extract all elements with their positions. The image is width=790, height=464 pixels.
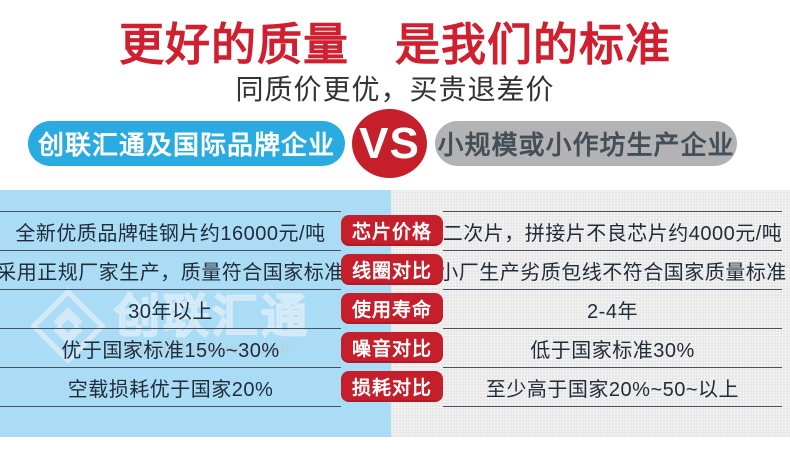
page-subtitle: 同质价更优，买贵退差价 xyxy=(235,74,555,105)
left-comparison-rows: 全新优质品牌硅钢片约16000元/吨 采用正规厂家生产，质量符合国家标准 30年… xyxy=(0,211,344,407)
table-row-left-loss: 空载损耗优于国家20% xyxy=(0,367,341,406)
competitor-pill: 小规模或小作坊生产企业 xyxy=(435,121,737,166)
table-row-left-noise: 优于国家标准15%~30% xyxy=(0,328,341,367)
right-comparison-rows: 二次片，拼接片不良芯片约4000元/吨 小厂生产劣质包线不符合国家质量标准 2-… xyxy=(438,211,786,407)
table-row-right-chip-price: 二次片，拼接片不良芯片约4000元/吨 xyxy=(443,211,782,250)
table-row-right-loss: 至少高于国家20%~50~以上 xyxy=(443,367,782,406)
table-row-right-coil: 小厂生产劣质包线不符合国家质量标准 xyxy=(438,250,786,289)
row-label-badge-chip-price: 芯片价格 xyxy=(341,215,443,246)
table-row-left-chip-price: 全新优质品牌硅钢片约16000元/吨 xyxy=(0,211,341,250)
right-comparison-panel xyxy=(391,190,790,437)
vs-badge: VS xyxy=(352,109,427,178)
row-label-badge-coil: 线圈对比 xyxy=(341,254,443,285)
page-title: 更好的质量 是我们的标准 xyxy=(118,19,671,70)
table-row-right-lifespan: 2-4年 xyxy=(443,289,782,328)
comparison-category-badges: 芯片价格 线圈对比 使用寿命 噪音对比 损耗对比 xyxy=(341,215,443,402)
brand-pill: 创联汇通及国际品牌企业 xyxy=(28,121,345,166)
table-row-left-coil: 采用正规厂家生产，质量符合国家标准 xyxy=(0,250,344,289)
table-row-left-lifespan: 30年以上 xyxy=(0,289,341,328)
row-label-badge-loss: 损耗对比 xyxy=(341,371,443,402)
table-row-right-noise: 低于国家标准30% xyxy=(443,328,782,367)
row-label-badge-lifespan: 使用寿命 xyxy=(341,293,443,324)
row-label-badge-noise: 噪音对比 xyxy=(341,332,443,363)
